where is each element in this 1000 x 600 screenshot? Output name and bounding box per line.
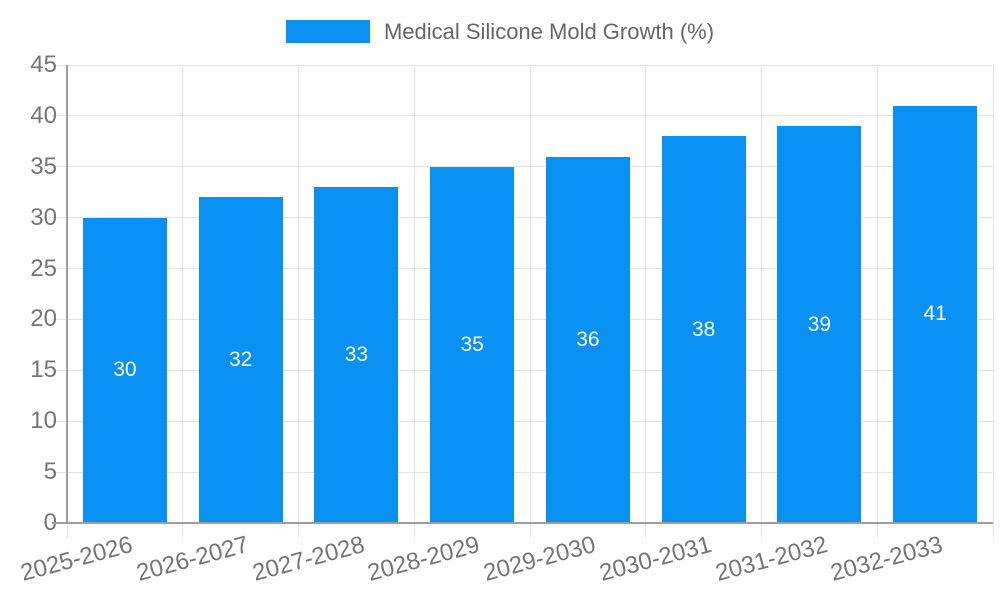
x-gridline [992,65,994,538]
x-gridline [182,65,184,538]
y-axis-tick-label: 45 [30,51,57,78]
y-gridline [52,115,993,117]
x-axis-tick-label: 2031-2032 [712,531,831,587]
x-axis-line [52,522,993,524]
bar[interactable]: 30 [82,217,167,522]
x-axis-tick-label: 2028-2029 [364,531,483,587]
bar-value-label: 30 [113,358,137,382]
y-axis-tick-label: 15 [30,356,57,384]
y-axis-tick-label: 20 [30,305,57,333]
bar[interactable]: 32 [198,197,283,522]
y-axis-tick-label: 25 [30,254,57,282]
bar[interactable]: 41 [893,105,978,522]
y-gridline [52,318,993,320]
bar-value-label: 35 [460,332,484,356]
legend-label: Medical Silicone Mold Growth (%) [383,19,715,44]
bar[interactable]: 35 [430,166,515,522]
x-axis-tick-label: 2032-2033 [827,531,946,587]
bar-value-label: 38 [691,317,716,341]
bar-value-label: 32 [228,348,253,372]
y-gridline [52,471,993,473]
y-axis-tick-label: 30 [30,203,57,231]
y-gridline [52,64,993,66]
bar[interactable]: 33 [314,187,399,522]
y-axis-tick-label: 10 [30,407,57,435]
x-axis-tick-label: 2029-2030 [480,531,599,587]
x-axis-tick-label: 2027-2028 [249,531,368,587]
x-gridline [876,65,878,538]
bar[interactable]: 39 [777,126,862,522]
y-gridline [52,217,993,219]
bar[interactable]: 36 [545,156,630,522]
bar[interactable]: 38 [661,136,746,522]
x-axis-tick-label: 2026-2027 [133,531,252,587]
y-axis-tick-label: 40 [30,101,57,129]
x-gridline [645,65,647,538]
legend-swatch [285,20,370,43]
x-gridline [413,65,415,538]
y-gridline [52,369,993,371]
y-axis-tick-label: 5 [43,458,57,486]
x-gridline [761,65,762,538]
x-gridline [298,65,299,538]
bar-value-label: 33 [344,343,369,367]
y-axis-line [66,65,68,523]
bar-value-label: 36 [576,327,600,351]
legend[interactable]: Medical Silicone Mold Growth (%) [0,20,1000,43]
y-gridline [52,268,993,270]
y-axis-tick-label: 35 [30,152,57,180]
bar-value-label: 39 [807,312,832,336]
bar-value-label: 41 [923,302,947,326]
x-axis-tick-label: 2030-2031 [596,531,715,587]
y-gridline [52,420,993,422]
x-gridline [529,65,531,538]
y-axis-tick-label: 0 [43,509,57,536]
x-axis-tick-label: 2025-2026 [17,531,136,587]
y-gridline [52,166,993,168]
